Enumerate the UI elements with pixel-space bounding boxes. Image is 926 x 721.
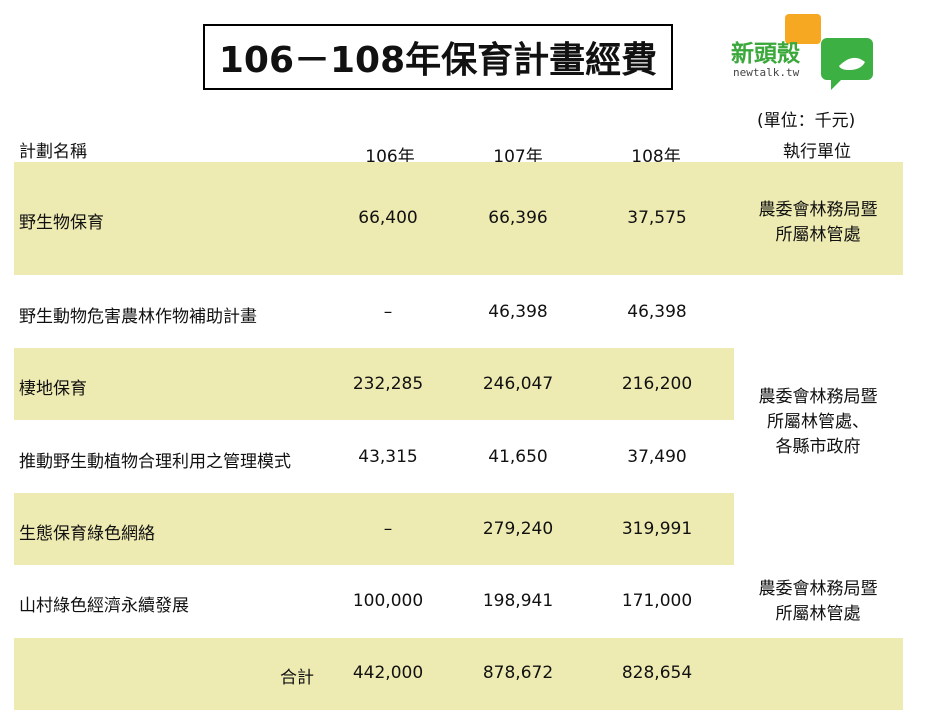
row-name: 生態保育綠色網絡	[19, 524, 155, 544]
agency-line: 所屬林管處、	[767, 412, 869, 432]
total-value-106: 442,000	[352, 663, 424, 683]
row-name: 野生動物危害農林作物補助計畫	[19, 307, 257, 327]
row-value-107: 246,047	[482, 374, 554, 394]
newtalk-logo: 新頭殼 newtalk.tw	[727, 14, 877, 94]
logo-domain: newtalk.tw	[733, 66, 800, 79]
agency-line: 所屬林管處	[775, 225, 861, 245]
row-value-106: 232,285	[352, 374, 424, 394]
logo-name: 新頭殼	[731, 41, 800, 67]
total-value-108: 828,654	[621, 663, 693, 683]
page-title: 106－108年保育計畫經費	[203, 24, 673, 90]
row-value-107: 41,650	[488, 447, 548, 467]
agency-line: 農委會林務局暨	[758, 200, 878, 220]
row-value-108: 37,575	[627, 208, 687, 228]
header-agency: 執行單位	[783, 142, 851, 162]
row-value-108: 319,991	[621, 519, 693, 539]
row-band-3	[14, 348, 734, 420]
total-band	[14, 638, 903, 710]
row-value-108: 46,398	[627, 302, 687, 322]
row-value-106: 43,315	[358, 447, 418, 467]
logo-bubbles-icon	[785, 14, 873, 90]
agency-line: 農委會林務局暨	[758, 579, 878, 599]
agency-line: 各縣市政府	[775, 437, 861, 457]
row-name: 棲地保育	[19, 379, 87, 399]
row-name: 推動野生動植物合理利用之管理模式	[19, 452, 291, 472]
row-value-107: 279,240	[482, 519, 554, 539]
agency-cell: 農委會林務局暨 所屬林管處	[733, 198, 903, 248]
row-value-106: –	[383, 302, 393, 322]
row-band-5	[14, 493, 734, 565]
row-value-108: 37,490	[627, 447, 687, 467]
row-name: 野生物保育	[19, 213, 104, 233]
row-value-108: 171,000	[621, 591, 693, 611]
row-value-107: 66,396	[488, 208, 548, 228]
row-value-106: 66,400	[358, 208, 418, 228]
row-name: 山村綠色經濟永續發展	[19, 596, 189, 616]
agency-line: 農委會林務局暨	[758, 387, 878, 407]
agency-line: 所屬林管處	[775, 604, 861, 624]
row-band-1	[14, 162, 903, 275]
row-value-106: 100,000	[352, 591, 424, 611]
total-value-107: 878,672	[482, 663, 554, 683]
row-value-106: –	[383, 519, 393, 539]
unit-label: (單位：千元)	[757, 111, 856, 131]
row-value-107: 198,941	[482, 591, 554, 611]
row-value-107: 46,398	[488, 302, 548, 322]
total-label: 合計	[280, 668, 314, 688]
row-value-108: 216,200	[621, 374, 693, 394]
agency-cell: 農委會林務局暨 所屬林管處、 各縣市政府	[733, 385, 903, 460]
agency-cell: 農委會林務局暨 所屬林管處	[733, 577, 903, 627]
header-plan: 計劃名稱	[19, 142, 87, 162]
